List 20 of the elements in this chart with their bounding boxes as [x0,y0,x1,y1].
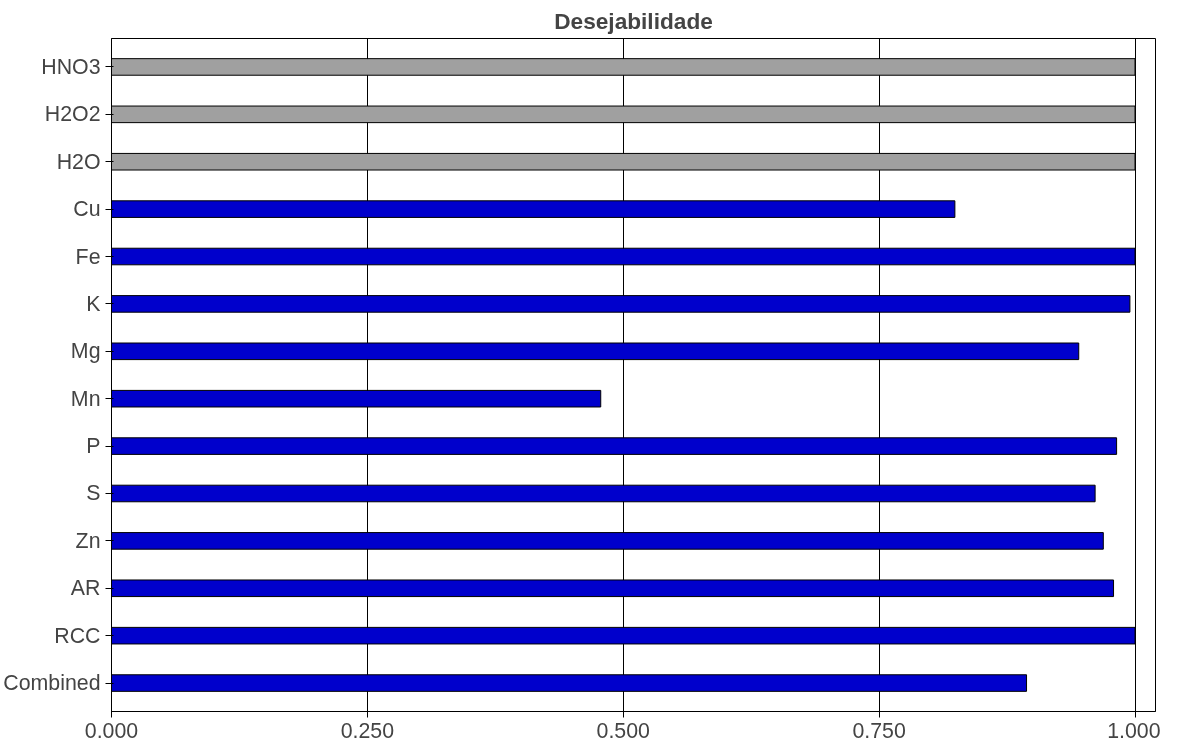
x-tick-label: 0.750 [852,718,906,743]
x-tick-label: 0.250 [340,718,395,743]
y-tick-label: Mg [70,339,101,364]
y-tick-label: HNO3 [41,54,101,79]
y-tick-label: Fe [75,244,101,269]
x-tick-label: 1.000 [1107,718,1161,743]
y-tick-label: K [86,291,101,316]
y-tick-label: Mn [70,386,101,411]
y-tick-label: RCC [54,623,101,648]
y-tick-label: P [86,434,101,459]
y-tick-label: AR [70,576,101,601]
y-tick-label: H2O [56,149,101,174]
y-tick-label: H2O2 [44,102,101,127]
y-tick-label: Zn [75,528,101,553]
x-tick-label: 0.500 [596,718,651,743]
chart-title: Desejabilidade [554,7,713,34]
y-tick-label: Combined [3,671,101,696]
y-tick-label: Cu [73,197,101,222]
x-tick-label: 0.000 [84,718,139,743]
y-tick-label: S [86,481,101,506]
